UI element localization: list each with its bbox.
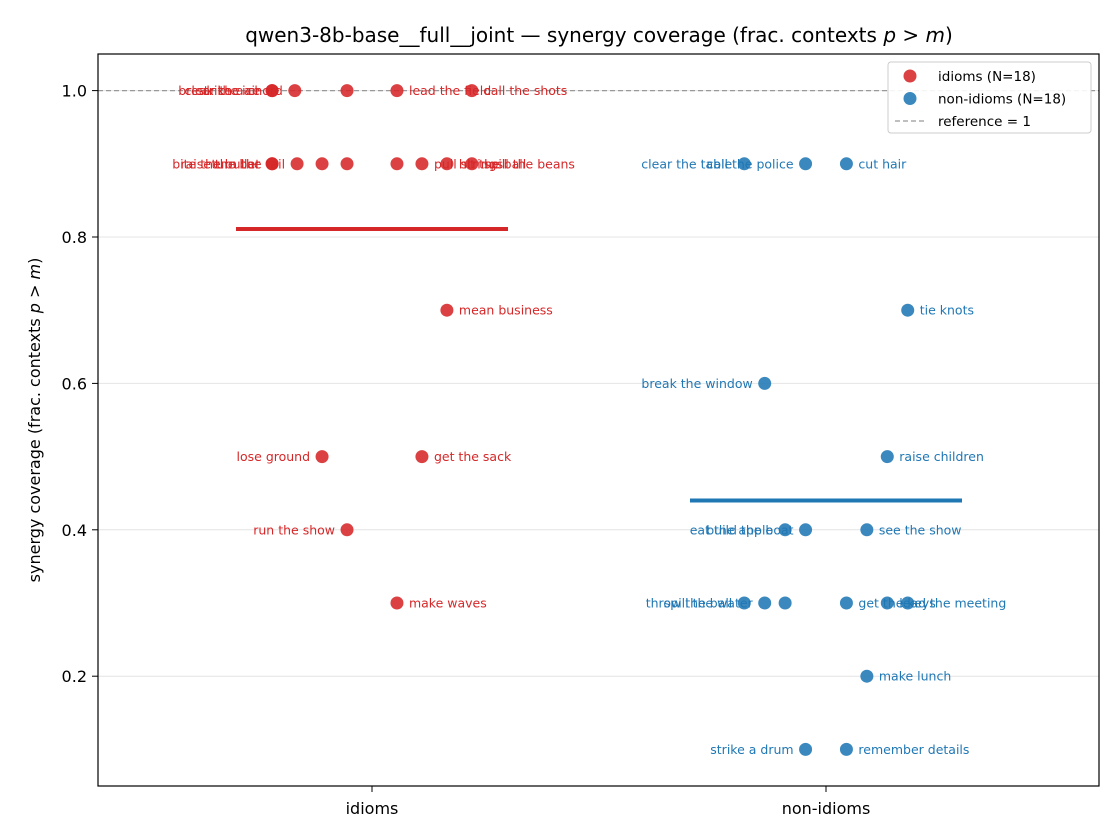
point-label: raise the bar [180,156,261,171]
point-label: raise children [899,449,984,464]
data-point [880,450,894,464]
data-point [390,84,404,98]
axes-frame [97,53,1100,787]
data-point [315,450,329,464]
y-tick-label: 0.8 [62,228,87,247]
legend-box [887,61,1092,134]
point-label: run the show [253,522,335,537]
legend-label: non-idioms (N=18) [938,92,1066,108]
point-label: cut hair [858,156,907,171]
point-label: make lunch [879,669,951,684]
point-label: bite the bullet [172,156,260,171]
point-label: see the show [879,522,962,537]
data-point [778,596,792,610]
legend-label: idioms (N=18) [938,69,1036,85]
point-label: break the window [641,376,752,391]
y-tick-label: 1.0 [62,82,87,101]
legend-marker [903,69,917,83]
y-axis-label: synergy coverage (frac. contexts p > m) [25,258,44,583]
legend-marker [903,92,917,105]
point-label: clear the air [185,83,261,98]
x-tick-label: non-idioms [782,799,871,818]
point-label: lead the meeting [899,596,1006,611]
data-point [737,596,751,610]
data-point [415,157,429,171]
point-label: call the police [707,156,794,171]
point-label: turn the tail [211,156,285,171]
data-point [758,596,772,610]
data-point [799,157,813,171]
point-label: get the sack [434,449,512,464]
data-point [390,596,404,610]
data-point [901,596,915,610]
data-point [315,157,329,171]
point-label: make waves [409,596,487,611]
data-point [340,157,354,171]
legend: idioms (N=18) non-idioms (N=18) reference … [887,61,1092,134]
data-point [839,157,853,171]
y-tick-label: 0.4 [62,521,87,540]
point-label: break the ice [178,83,260,98]
data-point [839,742,853,756]
point-label: build the boat [706,522,793,537]
point-label: eat the apple [690,522,774,537]
data-point [778,523,792,537]
point-label: throw the ball [646,596,733,611]
point-label: lose ground [237,449,311,464]
data-point [465,84,479,98]
point-label: get the keys [858,596,935,611]
data-point [288,84,302,98]
data-point [290,157,304,171]
y-tick-label: 0.6 [62,374,87,393]
data-point [340,523,354,537]
data-point [737,157,751,171]
point-label: spill the water [664,596,754,611]
data-point [415,450,429,464]
data-point [860,523,874,537]
data-point [860,669,874,683]
data-point [440,303,454,317]
data-point [440,157,454,171]
point-label: clear the table [641,156,732,171]
data-point [465,157,479,171]
data-point [839,596,853,610]
point-label: spill the beans [484,156,575,171]
data-point [901,303,915,317]
data-point [390,157,404,171]
y-tick-label: 0.2 [62,667,87,686]
point-label: strike a drum [710,742,793,757]
point-label: call the shots [484,83,567,98]
legend-label: reference = 1 [938,114,1031,130]
data-point [758,376,772,390]
point-label: lead the field [409,83,491,98]
data-point [340,84,354,98]
point-label: strike a chord [197,83,282,98]
point-label: tie knots [920,303,974,318]
point-label: mean business [459,303,553,318]
point-label: remember details [858,742,969,757]
data-point [880,596,894,610]
data-point [799,523,813,537]
data-point [265,84,279,98]
data-point [265,157,279,171]
chart-title: qwen3-8b-base__full__joint — synergy cov… [245,23,953,47]
x-tick-label: idioms [346,799,399,818]
data-point [799,742,813,756]
